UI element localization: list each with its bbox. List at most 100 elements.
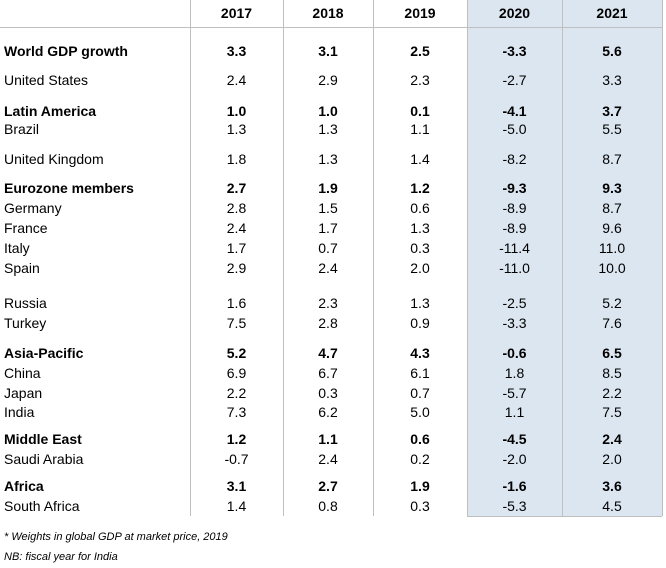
value-cell: 3.6 [602, 478, 622, 494]
value-cell: 1.2 [410, 180, 430, 196]
row-label: South Africa [4, 498, 80, 514]
value-cell: 1.3 [410, 220, 430, 236]
column-rule [283, 0, 284, 516]
row-label: Spain [4, 260, 40, 276]
value-cell: -2.0 [502, 451, 527, 467]
value-cell: 1.0 [318, 103, 338, 119]
row-label: Russia [4, 295, 47, 311]
value-cell: 0.1 [410, 103, 430, 119]
value-cell: 1.2 [226, 431, 247, 447]
value-cell: 2.0 [602, 451, 622, 467]
column-header: 2020 [498, 5, 531, 21]
footnote: * Weights in global GDP at market price,… [4, 531, 228, 543]
value-cell: 1.3 [318, 151, 338, 167]
value-cell: 1.4 [410, 151, 430, 167]
row-label: India [4, 404, 35, 420]
value-cell: 1.9 [410, 478, 430, 494]
value-cell: 6.2 [318, 404, 338, 420]
row-label: China [4, 365, 41, 381]
value-cell: 7.5 [602, 404, 622, 420]
value-cell: 0.6 [410, 431, 430, 447]
value-cell: 9.3 [602, 180, 622, 196]
value-cell: 0.2 [410, 451, 430, 467]
value-cell: 0.7 [410, 385, 430, 401]
value-cell: 5.2 [602, 295, 622, 311]
value-cell: -8.2 [502, 151, 527, 167]
value-cell: 2.2 [602, 385, 622, 401]
value-cell: 1.3 [410, 295, 430, 311]
value-cell: -2.5 [502, 295, 527, 311]
value-cell: 1.9 [318, 180, 338, 196]
value-cell: 0.3 [318, 385, 338, 401]
value-cell: 0.3 [410, 498, 430, 514]
value-cell: 2.7 [226, 180, 247, 196]
row-label: Japan [4, 385, 43, 401]
value-cell: 4.7 [318, 345, 338, 361]
value-cell: 2.7 [318, 478, 338, 494]
row-label: France [4, 220, 48, 236]
footnote: NB: fiscal year for India [4, 551, 118, 563]
value-cell: 0.7 [318, 240, 338, 256]
value-cell: 2.3 [410, 72, 430, 88]
value-cell: 5.0 [410, 404, 430, 420]
shaded-column [562, 0, 662, 516]
value-cell: 5.6 [602, 43, 622, 59]
column-rule [467, 0, 468, 516]
value-cell: 1.1 [318, 431, 338, 447]
value-cell: -0.6 [502, 345, 527, 361]
column-rule [662, 0, 663, 516]
value-cell: -3.3 [502, 43, 527, 59]
shaded-column [467, 0, 562, 516]
row-label: Latin America [4, 103, 97, 119]
value-cell: 3.7 [602, 103, 622, 119]
row-label: United States [4, 72, 89, 88]
value-cell: 2.9 [318, 72, 338, 88]
value-cell: 7.6 [602, 315, 622, 331]
value-cell: 8.5 [602, 365, 622, 381]
value-cell: 2.4 [318, 260, 338, 276]
value-cell: -5.0 [502, 121, 527, 137]
value-cell: -5.3 [502, 498, 527, 514]
value-cell: -5.7 [502, 385, 527, 401]
column-header: 2021 [596, 5, 628, 21]
value-cell: 1.4 [226, 498, 247, 514]
row-label: Brazil [4, 121, 40, 137]
value-cell: 1.3 [318, 121, 338, 137]
value-cell: 0.8 [318, 498, 338, 514]
column-rule [562, 0, 563, 516]
column-header: 2017 [220, 5, 253, 21]
value-cell: 0.3 [410, 240, 430, 256]
value-cell: 8.7 [602, 151, 622, 167]
value-cell: -3.3 [502, 315, 527, 331]
value-cell: 1.1 [504, 404, 525, 420]
value-cell: 6.5 [602, 345, 622, 361]
value-cell: 2.9 [226, 260, 247, 276]
value-cell: 6.9 [226, 365, 247, 381]
value-cell: 7.3 [226, 404, 247, 420]
value-cell: 9.6 [602, 220, 622, 236]
value-cell: 10.0 [598, 260, 626, 276]
value-cell: 4.5 [602, 498, 622, 514]
value-cell: -0.7 [224, 451, 249, 467]
row-label: Turkey [4, 315, 47, 331]
value-cell: 6.7 [318, 365, 338, 381]
value-cell: 1.5 [318, 200, 338, 216]
value-cell: 2.5 [410, 43, 430, 59]
value-cell: 1.7 [318, 220, 338, 236]
value-cell: 2.3 [318, 295, 338, 311]
value-cell: 2.4 [602, 431, 622, 447]
value-cell: 7.5 [226, 315, 247, 331]
value-cell: 1.3 [226, 121, 247, 137]
value-cell: 3.1 [318, 43, 338, 59]
value-cell: -8.9 [502, 220, 527, 236]
value-cell: 11.0 [598, 240, 626, 256]
row-label: United Kingdom [4, 151, 104, 167]
row-label: Saudi Arabia [4, 451, 84, 467]
value-cell: 1.0 [226, 103, 247, 119]
value-cell: -2.7 [502, 72, 527, 88]
row-label: World GDP growth [4, 43, 128, 59]
value-cell: 1.8 [504, 365, 525, 381]
column-header: 2019 [404, 5, 436, 21]
value-cell: 5.2 [226, 345, 247, 361]
